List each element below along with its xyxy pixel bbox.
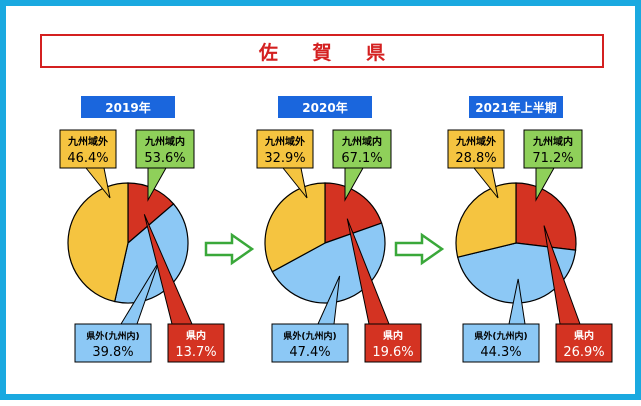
title-box: 佐 賀 県 — [40, 34, 604, 68]
callout-out-prefecture-label: 県外(九州内) — [283, 330, 336, 342]
callout-in-prefecture-value: 19.6% — [372, 345, 413, 360]
callout-kyushu-inside-value: 71.2% — [532, 151, 573, 166]
callout-in-prefecture-value: 13.7% — [175, 345, 216, 360]
callout-in-prefecture-box — [555, 323, 613, 363]
callout-kyushu-outside-box — [447, 129, 505, 169]
callout-kyushu-outside-label: 九州域外 — [455, 135, 496, 148]
callout-kyushu-inside-box — [135, 129, 195, 169]
callout-kyushu-outside-value: 46.4% — [67, 151, 108, 166]
callout-in-prefecture-value: 26.9% — [563, 345, 604, 360]
callout-out-prefecture-value: 47.4% — [289, 345, 330, 360]
callout-out-prefecture-box — [271, 323, 349, 363]
page-title: 佐 賀 県 — [258, 41, 400, 64]
callout-out-prefecture-value: 44.3% — [480, 345, 521, 360]
callout-in-prefecture-box — [364, 323, 422, 363]
year-label: 2019年 — [105, 100, 150, 115]
callout-kyushu-outside-value: 28.8% — [455, 151, 496, 166]
year-badge — [81, 96, 175, 118]
year-badge — [469, 96, 563, 118]
callout-out-prefecture-label: 県外(九州内) — [474, 330, 527, 342]
callout-in-prefecture-label: 県内 — [383, 329, 403, 342]
callout-kyushu-inside-value: 67.1% — [341, 151, 382, 166]
pie-slice — [67, 182, 129, 303]
callout-kyushu-inside-box — [523, 129, 583, 169]
arrow-icon — [204, 232, 255, 266]
callout-in-prefecture-label: 県内 — [574, 329, 594, 342]
year-label: 2020年 — [302, 100, 347, 115]
callout-kyushu-inside-label: 九州域内 — [341, 135, 382, 148]
callout-in-prefecture-label: 県内 — [186, 329, 206, 342]
callout-out-prefecture-box — [462, 323, 540, 363]
callout-kyushu-outside-value: 32.9% — [264, 151, 305, 166]
year-label: 2021年上半期 — [475, 100, 556, 115]
callout-in-prefecture-box — [167, 323, 225, 363]
callout-kyushu-inside-value: 53.6% — [144, 151, 185, 166]
pie-slice — [515, 182, 577, 251]
callout-kyushu-outside-box — [59, 129, 117, 169]
callout-out-prefecture-label: 県外(九州内) — [86, 330, 139, 342]
callout-kyushu-outside-label: 九州域外 — [264, 135, 305, 148]
callout-kyushu-inside-label: 九州域内 — [144, 135, 185, 148]
callout-kyushu-outside-label: 九州域外 — [67, 135, 108, 148]
pie-slice — [264, 182, 326, 273]
callout-kyushu-inside-box — [332, 129, 392, 169]
year-badge — [278, 96, 372, 118]
callout-out-prefecture-box — [74, 323, 152, 363]
callout-kyushu-outside-box — [256, 129, 314, 169]
arrow-icon — [394, 232, 445, 266]
pie-slice — [455, 182, 517, 258]
callout-kyushu-inside-label: 九州域内 — [532, 135, 573, 148]
callout-out-prefecture-value: 39.8% — [92, 345, 133, 360]
